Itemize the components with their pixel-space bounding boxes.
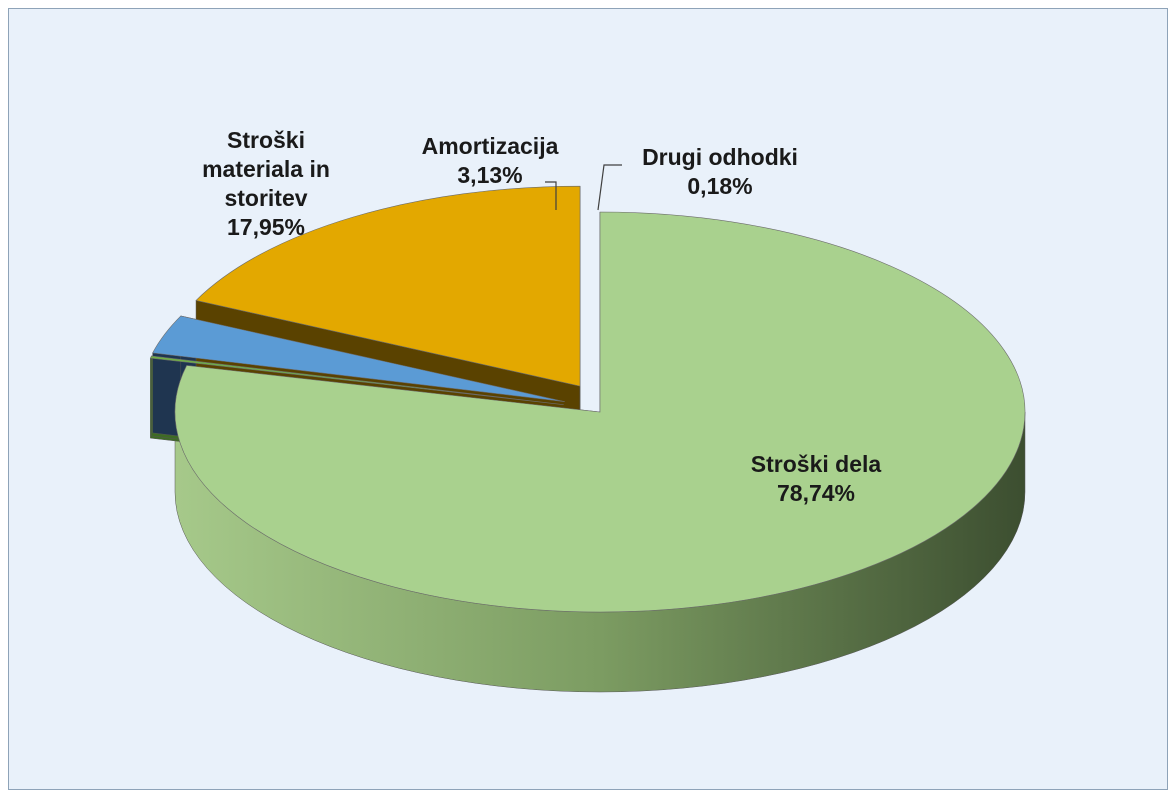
label-materiala-name-1: Stroški [227, 127, 305, 153]
label-materiala-value: 17,95% [226, 214, 305, 240]
label-amortizacija-name: Amortizacija [421, 133, 559, 159]
label-materiala-name-3: storitev [224, 185, 308, 211]
pie-slice-amortizacija [152, 315, 565, 402]
label-stroski-dela: Stroški dela 78,74% [716, 450, 916, 508]
label-materiala: Stroški materiala in storitev 17,95% [176, 126, 356, 242]
pie-slice-stro-ki-materiala-in-storitev [195, 185, 581, 387]
label-stroski-dela-value: 78,74% [776, 480, 855, 506]
label-stroski-dela-name: Stroški dela [750, 451, 882, 477]
pie-slice-drugi-odhodki [149, 355, 564, 406]
label-drugi-odhodki-name: Drugi odhodki [642, 144, 798, 170]
pie-slice-stro-ki-dela [174, 211, 1026, 613]
label-drugi-odhodki: Drugi odhodki 0,18% [620, 143, 820, 201]
label-drugi-odhodki-value: 0,18% [687, 173, 753, 199]
label-amortizacija-value: 3,13% [457, 162, 523, 188]
label-materiala-name-2: materiala in [202, 156, 330, 182]
label-amortizacija: Amortizacija 3,13% [405, 132, 575, 190]
